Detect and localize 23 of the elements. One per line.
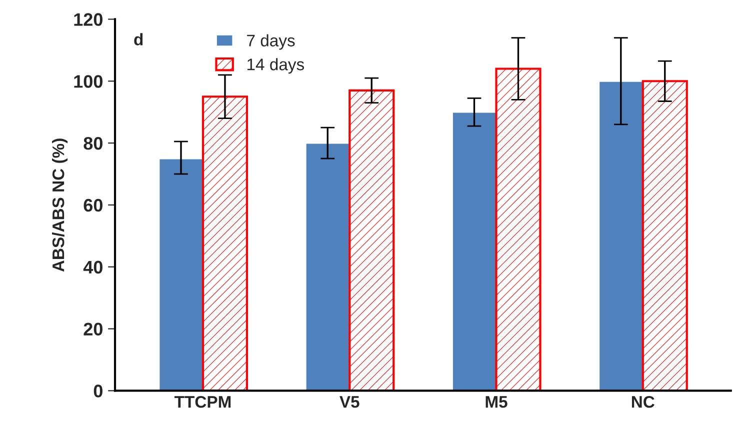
y-tick-label: 0 (94, 384, 102, 398)
y-tick-label: 40 (83, 260, 102, 274)
y-tick-label: 20 (84, 322, 102, 336)
legend-label: 14 days (248, 58, 304, 74)
bar (598, 80, 644, 391)
bar (642, 80, 688, 391)
x-tick-label: M5 (486, 396, 508, 408)
bar (158, 158, 204, 391)
bar (202, 96, 248, 391)
annotation: d (134, 33, 143, 46)
bar (348, 89, 395, 391)
bar (495, 68, 542, 391)
y-tick-label: 100 (74, 75, 102, 88)
x-tick-label: NC (632, 396, 654, 408)
bar (452, 111, 497, 391)
bar (304, 142, 350, 391)
legend-label: 7 days (247, 34, 295, 50)
y-tick-label: 80 (84, 136, 102, 150)
y-axis-title: ABS/ABS NC (%) (52, 138, 68, 272)
y-tick-label: 60 (84, 198, 102, 212)
y-tick-label: 120 (74, 13, 102, 26)
x-tick-label: V5 (340, 396, 360, 408)
x-tick-label: TTCPM (174, 396, 231, 408)
